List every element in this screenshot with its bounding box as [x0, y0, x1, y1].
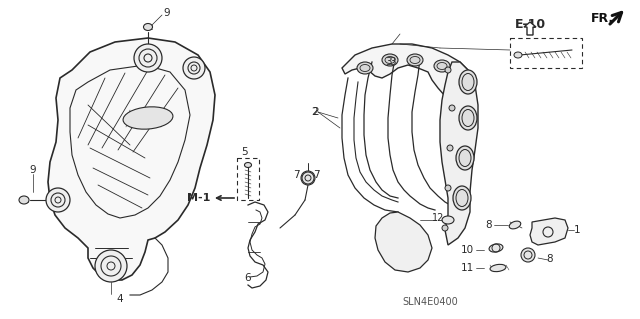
Polygon shape: [375, 212, 432, 272]
Ellipse shape: [442, 216, 454, 224]
Circle shape: [445, 185, 451, 191]
Ellipse shape: [244, 162, 252, 167]
Text: 9: 9: [164, 8, 170, 18]
Circle shape: [46, 188, 70, 212]
Text: 2: 2: [312, 107, 318, 117]
Ellipse shape: [123, 107, 173, 129]
Text: 1: 1: [573, 225, 580, 235]
Ellipse shape: [143, 24, 152, 31]
Text: 8: 8: [547, 254, 554, 264]
Circle shape: [134, 44, 162, 72]
Ellipse shape: [489, 244, 503, 252]
Text: 5: 5: [241, 147, 247, 157]
Text: E-10: E-10: [515, 19, 545, 32]
Text: M-1: M-1: [187, 193, 210, 203]
Text: 3: 3: [388, 57, 396, 67]
Text: 7: 7: [313, 170, 319, 180]
Ellipse shape: [382, 54, 398, 66]
Circle shape: [445, 67, 451, 73]
Circle shape: [447, 145, 453, 151]
Ellipse shape: [514, 52, 522, 58]
Circle shape: [183, 57, 205, 79]
Text: 8: 8: [485, 220, 492, 230]
Ellipse shape: [357, 62, 373, 74]
Circle shape: [95, 250, 127, 282]
Polygon shape: [530, 218, 568, 245]
Ellipse shape: [456, 146, 474, 170]
Ellipse shape: [459, 70, 477, 94]
Text: FR.: FR.: [591, 11, 614, 25]
Polygon shape: [342, 44, 472, 100]
Text: 4: 4: [116, 294, 124, 304]
Text: 9: 9: [29, 165, 36, 175]
Circle shape: [301, 171, 315, 185]
Circle shape: [302, 172, 314, 184]
Text: 6: 6: [244, 273, 252, 283]
Circle shape: [442, 225, 448, 231]
Text: 3: 3: [385, 57, 392, 67]
Ellipse shape: [407, 54, 423, 66]
FancyArrow shape: [524, 22, 536, 35]
Text: 10: 10: [461, 245, 474, 255]
Ellipse shape: [453, 186, 471, 210]
Ellipse shape: [19, 196, 29, 204]
Circle shape: [521, 248, 535, 262]
Text: 7: 7: [293, 170, 300, 180]
Ellipse shape: [509, 221, 521, 229]
Text: 12: 12: [431, 213, 444, 223]
Polygon shape: [440, 62, 478, 245]
Ellipse shape: [490, 264, 506, 272]
Circle shape: [449, 105, 455, 111]
Ellipse shape: [459, 106, 477, 130]
Text: 11: 11: [461, 263, 474, 273]
Ellipse shape: [434, 60, 450, 72]
Polygon shape: [48, 38, 215, 280]
Text: 2: 2: [313, 107, 319, 117]
Text: SLN4E0400: SLN4E0400: [402, 297, 458, 307]
